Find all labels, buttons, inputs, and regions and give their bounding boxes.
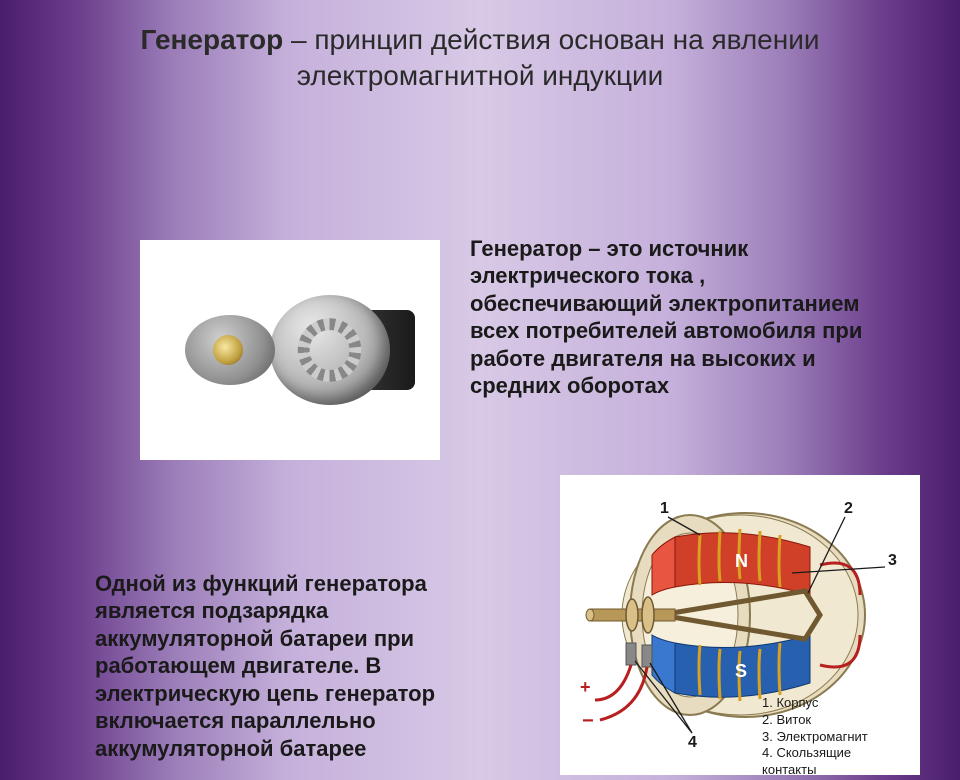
- generator-photo: [140, 240, 440, 460]
- diagram-legend: 1. Корпус 2. Виток 3. Электромагнит 4. С…: [762, 695, 868, 779]
- legend-item: 3. Электромагнит: [762, 729, 868, 746]
- n-label: N: [735, 551, 748, 571]
- callout-2: 2: [844, 500, 853, 517]
- s-label: S: [735, 661, 747, 681]
- gen-pulley-icon: [185, 315, 275, 385]
- function-text: Одной из функций генератора является под…: [95, 570, 495, 763]
- slide-title: Генератор – принцип действия основан на …: [0, 0, 960, 95]
- definition-text: Генератор – это источник электрического …: [470, 235, 890, 400]
- minus-label: −: [582, 710, 594, 732]
- title-bold: Генератор: [141, 24, 284, 55]
- title-rest: – принцип действия основан на явлении эл…: [283, 24, 819, 91]
- legend-item: 2. Виток: [762, 712, 868, 729]
- gen-vents-icon: [282, 305, 377, 395]
- generator-illustration: [160, 260, 420, 440]
- legend-item: 1. Корпус: [762, 695, 868, 712]
- callout-4: 4: [688, 734, 697, 751]
- callout-1: 1: [660, 500, 669, 517]
- callout-3: 3: [888, 552, 897, 569]
- legend-item: 4. Скользящие: [762, 745, 868, 762]
- legend-item: контакты: [762, 762, 868, 779]
- plus-label: +: [580, 677, 591, 697]
